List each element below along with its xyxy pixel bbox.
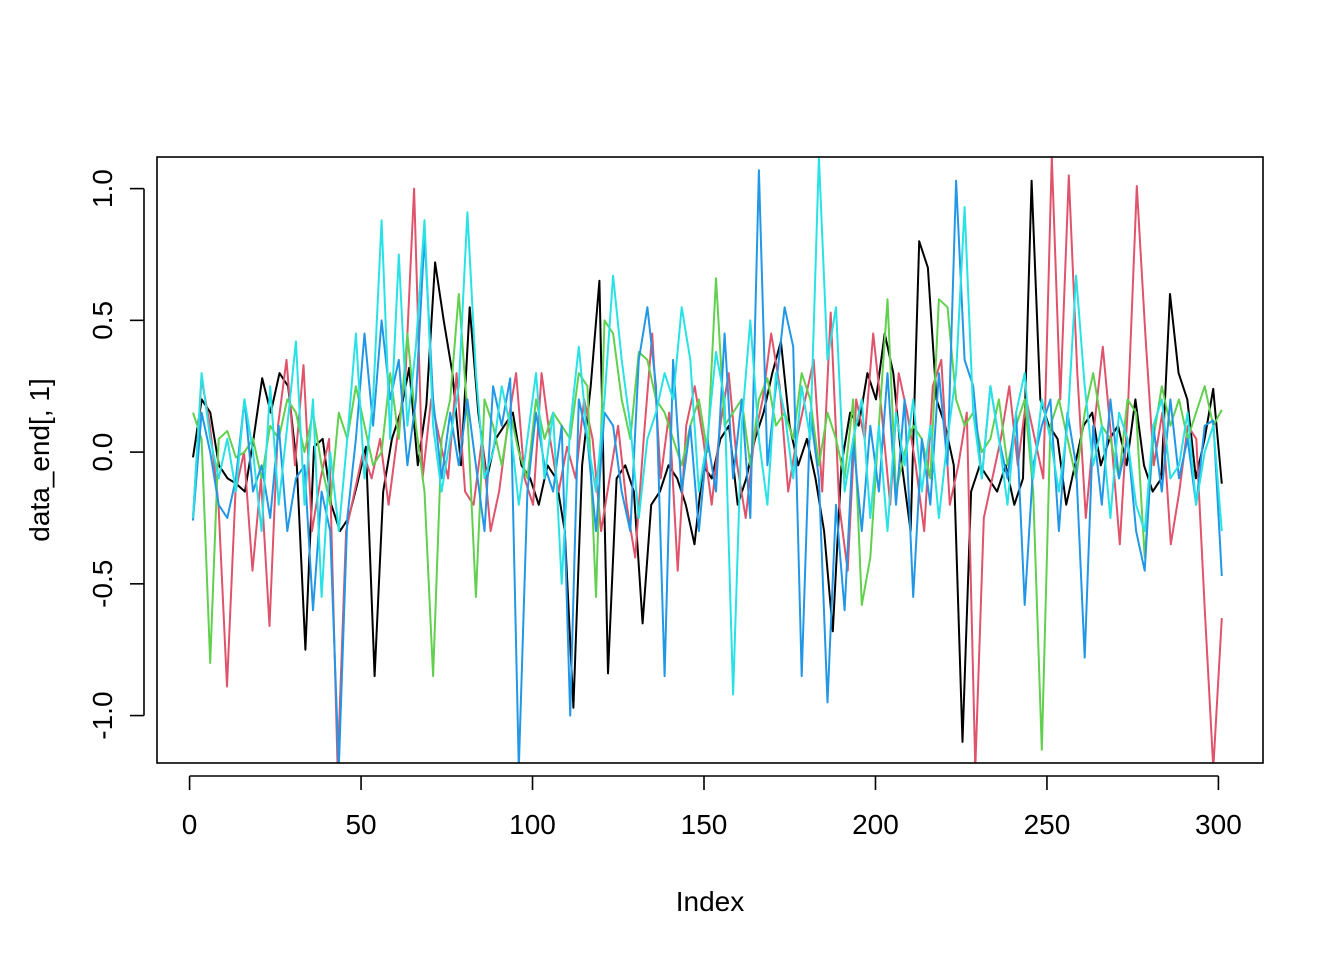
series-line-3 bbox=[192, 277, 1223, 751]
x-tick-label: 150 bbox=[681, 809, 728, 840]
y-tick-label: 0.5 bbox=[87, 301, 118, 340]
x-tick-label: 200 bbox=[852, 809, 899, 840]
x-tick-label: 300 bbox=[1195, 809, 1242, 840]
series-line-5 bbox=[192, 157, 1223, 696]
x-tick-label: 0 bbox=[182, 809, 198, 840]
y-axis: -1.0 -0.5 0.0 0.5 1.0 bbox=[87, 169, 145, 740]
series-line-2 bbox=[192, 157, 1223, 763]
y-tick-label: 1.0 bbox=[87, 169, 118, 208]
y-tick-label: -0.5 bbox=[87, 560, 118, 608]
plot-frame bbox=[156, 156, 1264, 764]
y-axis-title: data_end[, 1] bbox=[24, 378, 55, 541]
x-tick-label: 100 bbox=[509, 809, 556, 840]
x-axis-title: Index bbox=[676, 886, 745, 917]
y-tick-label: -1.0 bbox=[87, 691, 118, 739]
x-tick-label: 250 bbox=[1024, 809, 1071, 840]
series-line-1 bbox=[192, 179, 1223, 743]
x-tick-label: 50 bbox=[345, 809, 376, 840]
x-axis: 0 50 100 150 200 250 300 bbox=[182, 775, 1242, 840]
y-tick-label: 0.0 bbox=[87, 433, 118, 472]
series-layer bbox=[192, 157, 1223, 763]
